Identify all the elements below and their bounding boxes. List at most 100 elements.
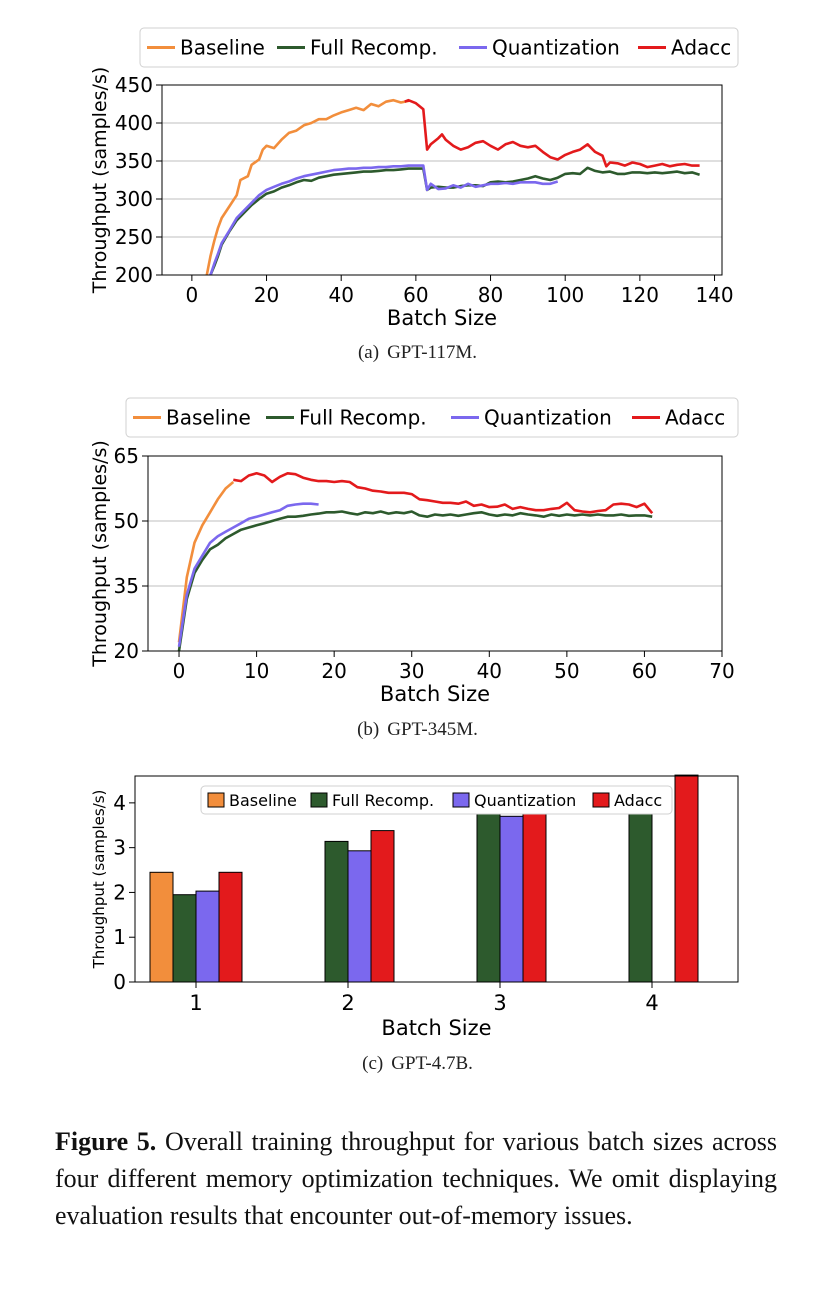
- y-axis-label: Throughput (samples/s): [89, 440, 111, 668]
- legend-label-full-recomp: Full Recomp.: [299, 406, 427, 430]
- legend-label-quantization: Quantization: [474, 791, 576, 810]
- bar-adacc: [218, 871, 243, 983]
- x-tick-label: 100: [546, 283, 584, 307]
- x-tick-label: 4: [645, 991, 658, 1015]
- bar-baseline: [149, 871, 174, 983]
- x-tick-label: 1: [189, 991, 202, 1015]
- legend-swatch-quantization: [452, 792, 470, 808]
- bar-full-recomp: [628, 806, 653, 983]
- y-tick-label: 400: [115, 111, 153, 135]
- x-tick-label: 3: [493, 991, 506, 1015]
- subcaption-a-label: (a): [357, 342, 380, 363]
- subcaption-a-text: GPT-117M.: [387, 342, 477, 363]
- line-chart-gpt-345m: 20 35 50 65 0 10 20 30 40 50 60 70 Batch Size Through…: [89, 397, 739, 706]
- plot-frame: [134, 775, 739, 983]
- bar-full-recomp: [324, 840, 349, 983]
- bar-quantization: [347, 850, 372, 983]
- y-tick-label: 250: [115, 225, 153, 249]
- x-tick-label: 0: [173, 659, 186, 683]
- legend-label-adacc: Adacc: [665, 406, 725, 430]
- legend-label-quantization: Quantization: [492, 36, 620, 60]
- y-tick-label: 2: [113, 880, 126, 904]
- series-line-full-recomp: [177, 510, 653, 651]
- bar-full-recomp: [476, 811, 501, 983]
- legend-swatch-full-recomp: [310, 792, 328, 808]
- y-tick-label: 300: [115, 187, 153, 211]
- figure-b: 20 35 50 65 0 10 20 30 40 50 60 70 Batch Size Through…: [0, 380, 835, 715]
- legend-label-baseline: Baseline: [229, 791, 297, 810]
- y-tick-label: 4: [113, 791, 126, 815]
- subcaption-c: (c) GPT-4.7B.: [0, 1053, 835, 1075]
- x-tick-label: 120: [621, 283, 659, 307]
- x-tick-label: 20: [254, 283, 279, 307]
- series-group: [177, 472, 654, 651]
- x-tick-label: 20: [321, 659, 346, 683]
- x-tick-label: 10: [244, 659, 269, 683]
- legend-label-adacc: Adacc: [614, 791, 662, 810]
- x-axis-label: Batch Size: [387, 306, 497, 330]
- series-line-adacc: [233, 472, 654, 515]
- y-tick-label: 450: [115, 73, 153, 97]
- subcaption-b-text: GPT-345M.: [387, 719, 478, 740]
- x-tick-label: 70: [709, 659, 734, 683]
- series-line-adacc: [404, 98, 700, 169]
- legend-label-quantization: Quantization: [484, 406, 612, 430]
- x-tick-label: 2: [341, 991, 354, 1015]
- series-group: [205, 98, 700, 275]
- y-tick-label: 200: [115, 263, 153, 287]
- legend-box: [125, 397, 739, 438]
- bar-chart-gpt-4-7b: 0 1 2 3 4 1 2 3 4 Batch Size Throughput (samples/s…: [90, 774, 739, 1040]
- legend-label-full-recomp: Full Recomp.: [310, 36, 438, 60]
- bar-adacc: [674, 774, 699, 983]
- figure-c: 0 1 2 3 4 1 2 3 4 Batch Size Throughput (samples/s…: [0, 760, 835, 1045]
- subcaption-a: (a) GPT-117M.: [0, 342, 835, 364]
- bar-quantization: [499, 815, 524, 983]
- line-chart-gpt-117m: 200 250 300 350 400 450 0 20 40 60 80 100 120 140 Batc…: [89, 27, 739, 330]
- y-tick-label: 50: [114, 509, 139, 533]
- bar-adacc: [522, 801, 547, 983]
- legend-label-baseline: Baseline: [180, 36, 265, 60]
- series-line-baseline: [205, 98, 409, 275]
- x-axis-label: Batch Size: [380, 682, 490, 706]
- y-axis-label: Throughput (samples/s): [89, 67, 111, 295]
- series-line-quantization: [177, 502, 319, 647]
- figure-caption-text: Overall training throughput for various …: [55, 1127, 777, 1230]
- y-axis-label: Throughput (samples/s): [90, 790, 108, 970]
- x-tick-label: 60: [403, 283, 428, 307]
- x-tick-label: 30: [399, 659, 424, 683]
- y-tick-label: 0: [113, 970, 126, 994]
- bar-full-recomp: [172, 894, 197, 983]
- plot-frame: [161, 84, 723, 276]
- y-tick-label: 20: [114, 639, 139, 663]
- y-tick-label: 35: [114, 574, 139, 598]
- series-line-quantization: [209, 164, 559, 275]
- legend-box: [139, 27, 739, 68]
- figure-caption: Figure 5. Overall training throughput fo…: [55, 1123, 777, 1234]
- figure-a: 200 250 300 350 400 450 0 20 40 60 80 100 120 140 Batc…: [0, 0, 835, 335]
- y-tick-label: 1: [113, 925, 126, 949]
- legend-label-full-recomp: Full Recomp.: [332, 791, 434, 810]
- y-tick-label: 65: [114, 444, 139, 468]
- legend-swatch-adacc: [592, 792, 610, 808]
- x-tick-label: 50: [554, 659, 579, 683]
- figure-caption-label: Figure 5.: [55, 1127, 157, 1156]
- subcaption-c-text: GPT-4.7B.: [391, 1053, 473, 1074]
- x-tick-label: 140: [695, 283, 733, 307]
- series-line-baseline: [177, 481, 235, 643]
- plot-frame: [147, 455, 723, 652]
- x-tick-label: 40: [477, 659, 502, 683]
- subcaption-b: (b) GPT-345M.: [0, 719, 835, 741]
- x-tick-label: 0: [185, 283, 198, 307]
- bar-quantization: [195, 890, 220, 983]
- y-tick-label: 3: [113, 836, 126, 860]
- x-axis-label: Batch Size: [381, 1016, 491, 1040]
- y-tick-label: 350: [115, 149, 153, 173]
- subcaption-c-label: (c): [362, 1053, 384, 1074]
- x-tick-label: 80: [478, 283, 503, 307]
- subcaption-b-label: (b): [357, 719, 380, 740]
- legend-swatch-baseline: [207, 792, 225, 808]
- legend-label-adacc: Adacc: [671, 36, 731, 60]
- x-tick-label: 40: [328, 283, 353, 307]
- bar-adacc: [370, 830, 395, 983]
- legend-label-baseline: Baseline: [166, 406, 251, 430]
